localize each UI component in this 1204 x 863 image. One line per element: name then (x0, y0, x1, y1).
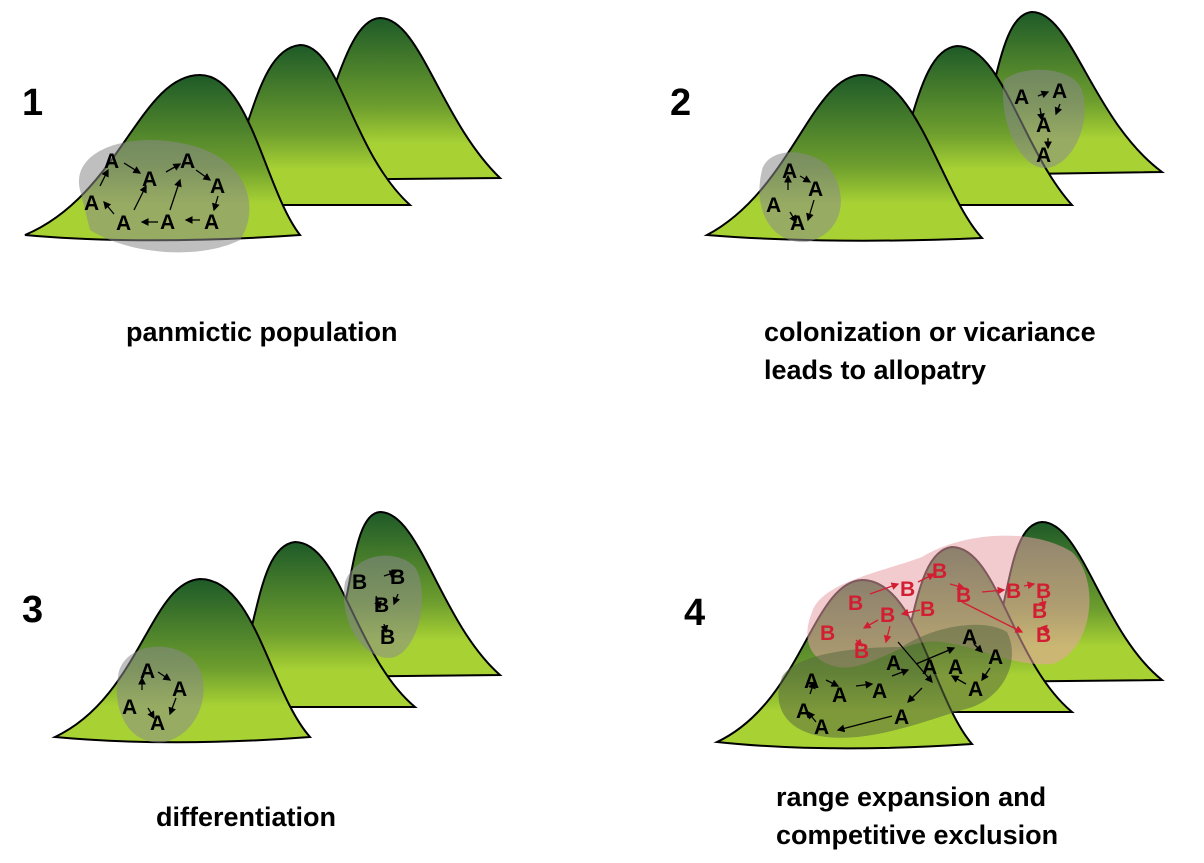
population-label: A (988, 646, 1003, 669)
population-labels: A A A A A A A A (84, 150, 225, 235)
population-label: A (172, 678, 187, 701)
population-label: B (1032, 600, 1047, 623)
b-arrows (854, 573, 1048, 647)
arrows (99, 162, 220, 226)
panel-2: 2 A A A A A A A A colonization or vicari… (602, 0, 1204, 431)
arrows (138, 570, 401, 720)
a-arrows (807, 641, 991, 733)
population-label: A (1036, 114, 1051, 137)
panel-caption: differentiation (156, 798, 336, 836)
landscape-illustration: A A A A B B B B (51, 510, 503, 744)
population-label: A (814, 716, 829, 739)
population-label: B (390, 566, 405, 589)
population-label: A (962, 626, 977, 649)
population-label: A (104, 150, 119, 173)
population-label: B (1036, 580, 1051, 603)
population-label: B (848, 592, 863, 615)
panel-caption: colonization or vicariance leads to allo… (764, 313, 1096, 389)
population-label: B (932, 560, 947, 583)
population-labels: A A A A B B B B (122, 566, 405, 735)
population-labels-a: A A A A A A A A A A A A (796, 626, 1003, 739)
population-label: A (210, 175, 225, 198)
population-label: A (790, 212, 805, 235)
population-labels: A A A A A A A A (766, 80, 1067, 235)
landscape-illustration: A A A A A A A A (24, 16, 503, 253)
population-label: A (922, 656, 937, 679)
population-area (759, 152, 841, 243)
panel-number: 3 (22, 589, 44, 631)
landscape-illustration: A A A A A A A A (703, 10, 1165, 243)
panel-number: 1 (22, 82, 44, 124)
caption-line: colonization or vicariance (764, 317, 1096, 347)
population-label: B (956, 584, 971, 607)
population-label: B (380, 626, 395, 649)
population-label: A (894, 706, 909, 729)
population-label: A (1014, 86, 1029, 109)
population-label: A (140, 660, 155, 683)
population-labels-b-extra: B (1036, 624, 1051, 647)
population-label: A (160, 211, 175, 234)
population-label: A (204, 211, 219, 234)
population-label: A (766, 194, 781, 217)
population-label: B (820, 622, 835, 645)
population-label: A (804, 670, 819, 693)
population-label: A (150, 712, 165, 735)
population-label: A (142, 168, 157, 191)
population-label: A (796, 700, 811, 723)
population-label: B (920, 598, 935, 621)
population-label: A (84, 192, 99, 215)
panel-caption: panmictic population (126, 313, 398, 351)
population-label: A (116, 212, 131, 235)
population-area (343, 555, 423, 658)
population-label: A (872, 680, 887, 703)
panel-1: 1 A A A A A A A A panmictic population (0, 0, 602, 431)
panel-number: 4 (684, 592, 706, 634)
population-label: A (180, 150, 195, 173)
population-label: A (782, 160, 797, 183)
population-label: A (948, 656, 963, 679)
caption-line: panmictic population (126, 317, 398, 347)
population-label: B (1006, 580, 1021, 603)
population-label: A (808, 178, 823, 201)
caption-line: differentiation (156, 802, 336, 832)
population-label: A (1052, 80, 1067, 103)
population-label: B (1036, 624, 1051, 647)
caption-line: competitive exclusion (776, 820, 1059, 850)
population-label: A (122, 696, 137, 719)
population-label: A (832, 684, 847, 707)
panel-4: 4 B B B B B B B (602, 432, 1204, 863)
population-area (78, 140, 250, 253)
caption-line: leads to allopatry (764, 355, 987, 385)
panel-number: 2 (670, 82, 692, 124)
population-area (116, 646, 204, 743)
panel-3: 3 A A A A B B B B differentiation (0, 432, 602, 863)
population-label: B (352, 571, 367, 594)
population-label: A (886, 652, 901, 675)
range-area-b (807, 535, 1090, 668)
panel-caption: range expansion and competitive exclusio… (776, 778, 1058, 854)
population-label: B (900, 578, 915, 601)
landscape-illustration: B B B B B B B B B B B B A A A A A A A A … (713, 520, 1165, 750)
caption-line: range expansion and (776, 782, 1047, 812)
population-label: B (880, 604, 895, 627)
population-label: A (1036, 144, 1051, 167)
population-label: A (968, 678, 983, 701)
population-label: B (374, 594, 389, 617)
population-labels-b: B B B B B B B B B B B (820, 560, 1051, 663)
arrows (784, 90, 1063, 224)
population-label: B (854, 640, 869, 663)
